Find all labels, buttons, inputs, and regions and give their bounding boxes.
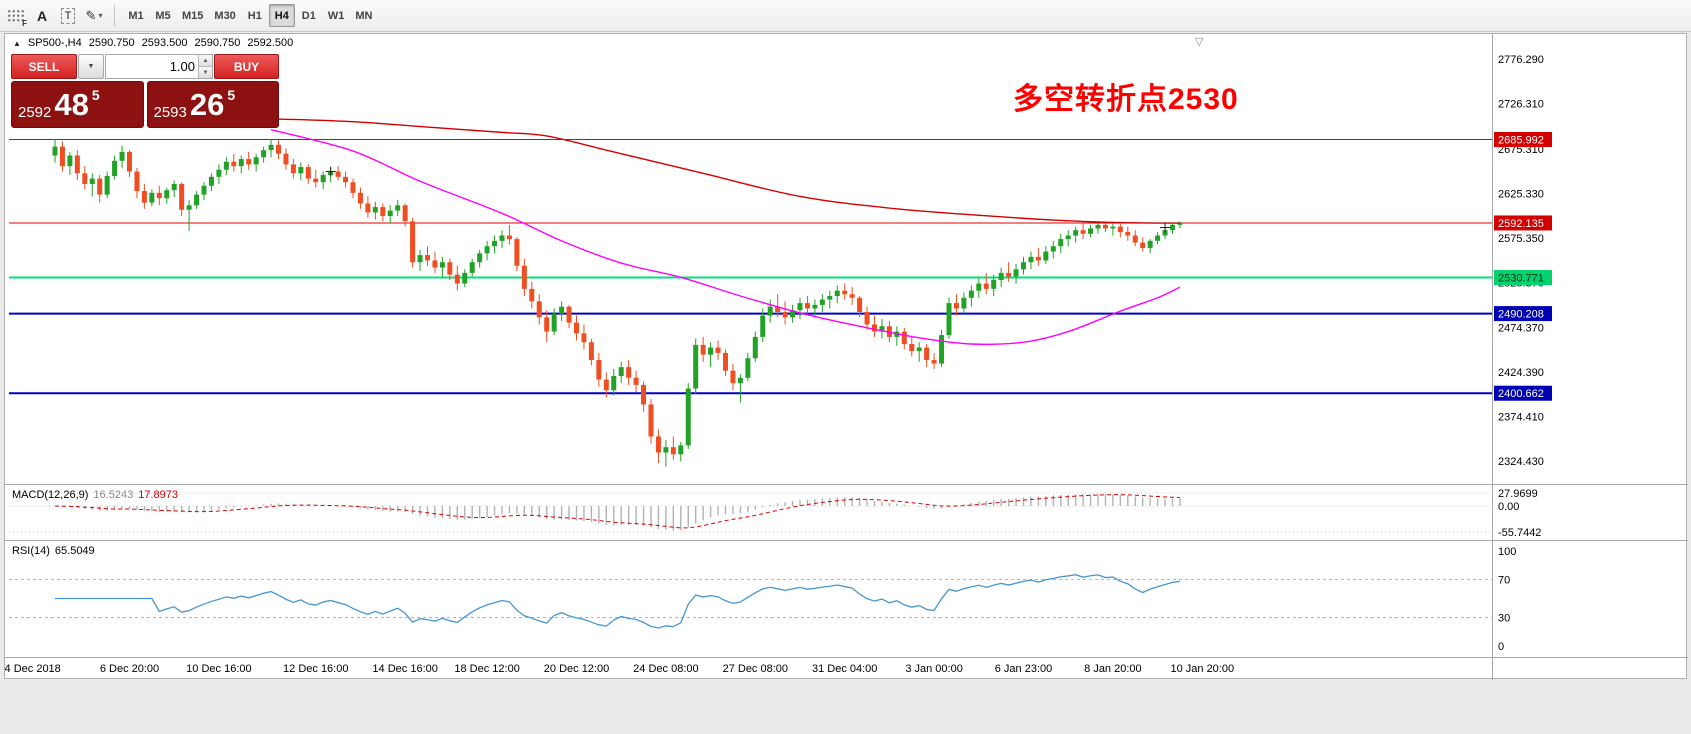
expand-panel-icon[interactable]: ▲ bbox=[13, 38, 21, 48]
svg-text:2530.771: 2530.771 bbox=[1498, 273, 1544, 285]
chevron-down-icon: ▾ bbox=[98, 11, 103, 20]
ohlc-high: 2593.500 bbox=[141, 37, 188, 49]
one-click-trading-panel: SELL ▼ ▲ ▼ BUY 2592 48 5 2593 26 5 bbox=[11, 54, 279, 128]
svg-text:2474.370: 2474.370 bbox=[1498, 323, 1544, 335]
timeframe-m15[interactable]: M15 bbox=[177, 4, 208, 27]
symbol-timeframe-label: SP500-,H4 bbox=[27, 37, 82, 49]
svg-text:6 Jan 23:00: 6 Jan 23:00 bbox=[995, 663, 1053, 675]
svg-text:10 Jan 20:00: 10 Jan 20:00 bbox=[1170, 663, 1234, 675]
svg-text:10 Dec 16:00: 10 Dec 16:00 bbox=[186, 663, 251, 675]
timeframe-m5[interactable]: M5 bbox=[150, 4, 176, 27]
svg-text:27 Dec 08:00: 27 Dec 08:00 bbox=[723, 663, 788, 675]
svg-text:6 Dec 20:00: 6 Dec 20:00 bbox=[100, 663, 159, 675]
toolbar-separator bbox=[114, 4, 115, 27]
svg-text:0.00: 0.00 bbox=[1498, 501, 1519, 513]
volume-input[interactable] bbox=[106, 55, 198, 78]
svg-text:14 Dec 16:00: 14 Dec 16:00 bbox=[372, 663, 437, 675]
buy-price-big: 26 bbox=[189, 87, 225, 122]
volume-field: ▲ ▼ bbox=[105, 54, 213, 79]
chart-grid-button[interactable]: F bbox=[4, 4, 28, 28]
svg-text:2374.410: 2374.410 bbox=[1498, 412, 1544, 424]
timeframe-m1[interactable]: M1 bbox=[123, 4, 149, 27]
macd-main-value: 16.5243 bbox=[93, 489, 134, 501]
chart-shift-icon[interactable]: ▽ bbox=[1195, 36, 1204, 48]
svg-text:2592.135: 2592.135 bbox=[1498, 218, 1544, 230]
svg-text:-55.7442: -55.7442 bbox=[1498, 527, 1541, 539]
rsi-indicator-label: RSI(14) 65.5049 bbox=[12, 545, 95, 557]
sell-button[interactable]: SELL bbox=[11, 54, 77, 79]
ohlc-close: 2592.500 bbox=[247, 37, 294, 49]
text-tool-icon: A bbox=[36, 7, 48, 24]
chart-window: 2776.290 2726.310 2675.310 2625.330 2575.350… bbox=[4, 33, 1688, 680]
trend-annotation: 多空转折点2530 bbox=[1013, 83, 1239, 116]
timeframe-w1[interactable]: W1 bbox=[323, 4, 350, 27]
svg-text:24 Dec 08:00: 24 Dec 08:00 bbox=[633, 663, 698, 675]
grid-f-label: F bbox=[22, 18, 27, 28]
volume-increase-button[interactable]: ▲ bbox=[199, 55, 212, 66]
buy-price-panel[interactable]: 2593 26 5 bbox=[146, 81, 279, 128]
svg-text:2685.992: 2685.992 bbox=[1498, 135, 1544, 147]
chart-symbol-header: ▲ SP500-,H4 2590.750 2593.500 2590.750 2… bbox=[13, 37, 293, 49]
svg-text:2575.350: 2575.350 bbox=[1498, 233, 1544, 245]
buy-price-sup: 5 bbox=[227, 87, 236, 103]
svg-text:3 Jan 00:00: 3 Jan 00:00 bbox=[905, 663, 963, 675]
svg-text:2424.390: 2424.390 bbox=[1498, 367, 1544, 379]
timeframe-d1[interactable]: D1 bbox=[296, 4, 322, 27]
ohlc-low: 2590.750 bbox=[194, 37, 241, 49]
sell-price-prefix: 2592 bbox=[18, 104, 52, 121]
svg-text:4 Dec 2018: 4 Dec 2018 bbox=[5, 663, 61, 675]
macd-indicator-label: MACD(12,26,9) 16.5243 17.8973 bbox=[12, 489, 178, 501]
timeframe-group: M1 M5 M15 M30 H1 H4 D1 W1 MN bbox=[123, 4, 377, 27]
svg-text:2400.662: 2400.662 bbox=[1498, 388, 1544, 400]
label-tool-icon: T bbox=[60, 7, 76, 24]
rsi-value: 65.5049 bbox=[54, 545, 95, 557]
svg-text:70: 70 bbox=[1498, 575, 1510, 587]
svg-text:18 Dec 12:00: 18 Dec 12:00 bbox=[454, 663, 519, 675]
buy-button[interactable]: BUY bbox=[214, 54, 279, 79]
svg-text:31 Dec 04:00: 31 Dec 04:00 bbox=[812, 663, 877, 675]
svg-text:2726.310: 2726.310 bbox=[1498, 99, 1544, 111]
chevron-down-icon: ▼ bbox=[87, 63, 95, 70]
grid-dots-icon bbox=[7, 8, 25, 23]
svg-text:8 Jan 20:00: 8 Jan 20:00 bbox=[1084, 663, 1142, 675]
macd-signal-value: 17.8973 bbox=[138, 489, 178, 501]
main-toolbar: F A T ✎ ▾ M1 M5 M15 M30 H1 H4 D1 W1 MN bbox=[0, 0, 1691, 32]
sell-price-big: 48 bbox=[54, 87, 89, 122]
ohlc-open: 2590.750 bbox=[88, 37, 135, 49]
volume-decrease-button[interactable]: ▼ bbox=[199, 66, 212, 78]
buy-price-prefix: 2593 bbox=[153, 104, 187, 121]
sell-price-sup: 5 bbox=[91, 87, 100, 103]
timeframe-h1[interactable]: H1 bbox=[242, 4, 268, 27]
svg-text:0: 0 bbox=[1498, 641, 1504, 653]
volume-stepper: ▲ ▼ bbox=[198, 55, 212, 78]
svg-text:12 Dec 16:00: 12 Dec 16:00 bbox=[283, 663, 348, 675]
svg-text:30: 30 bbox=[1498, 613, 1510, 625]
svg-text:2776.290: 2776.290 bbox=[1498, 54, 1544, 66]
svg-text:100: 100 bbox=[1498, 546, 1516, 558]
timeframe-h4[interactable]: H4 bbox=[268, 4, 295, 27]
draw-tools-button[interactable]: ✎ ▾ bbox=[82, 4, 106, 28]
price-chart-canvas[interactable]: 2776.2902726.3102675.3102625.3302575.350… bbox=[5, 34, 1688, 680]
timeframe-m30[interactable]: M30 bbox=[209, 4, 240, 27]
macd-name: MACD(12,26,9) bbox=[12, 489, 89, 501]
insert-text-button[interactable]: A bbox=[30, 4, 54, 28]
svg-text:2324.430: 2324.430 bbox=[1498, 456, 1544, 468]
svg-text:2490.208: 2490.208 bbox=[1498, 309, 1544, 321]
text-label-button[interactable]: T bbox=[56, 4, 80, 28]
volume-dropdown-button[interactable]: ▼ bbox=[78, 54, 104, 79]
svg-text:2625.330: 2625.330 bbox=[1498, 188, 1544, 200]
rsi-name: RSI(14) bbox=[12, 545, 50, 557]
svg-text:27.9699: 27.9699 bbox=[1498, 488, 1538, 500]
timeframe-mn[interactable]: MN bbox=[350, 4, 377, 27]
sell-price-panel[interactable]: 2592 48 5 bbox=[11, 81, 144, 128]
svg-text:20 Dec 12:00: 20 Dec 12:00 bbox=[544, 663, 609, 675]
pencil-icon: ✎ bbox=[85, 7, 97, 23]
